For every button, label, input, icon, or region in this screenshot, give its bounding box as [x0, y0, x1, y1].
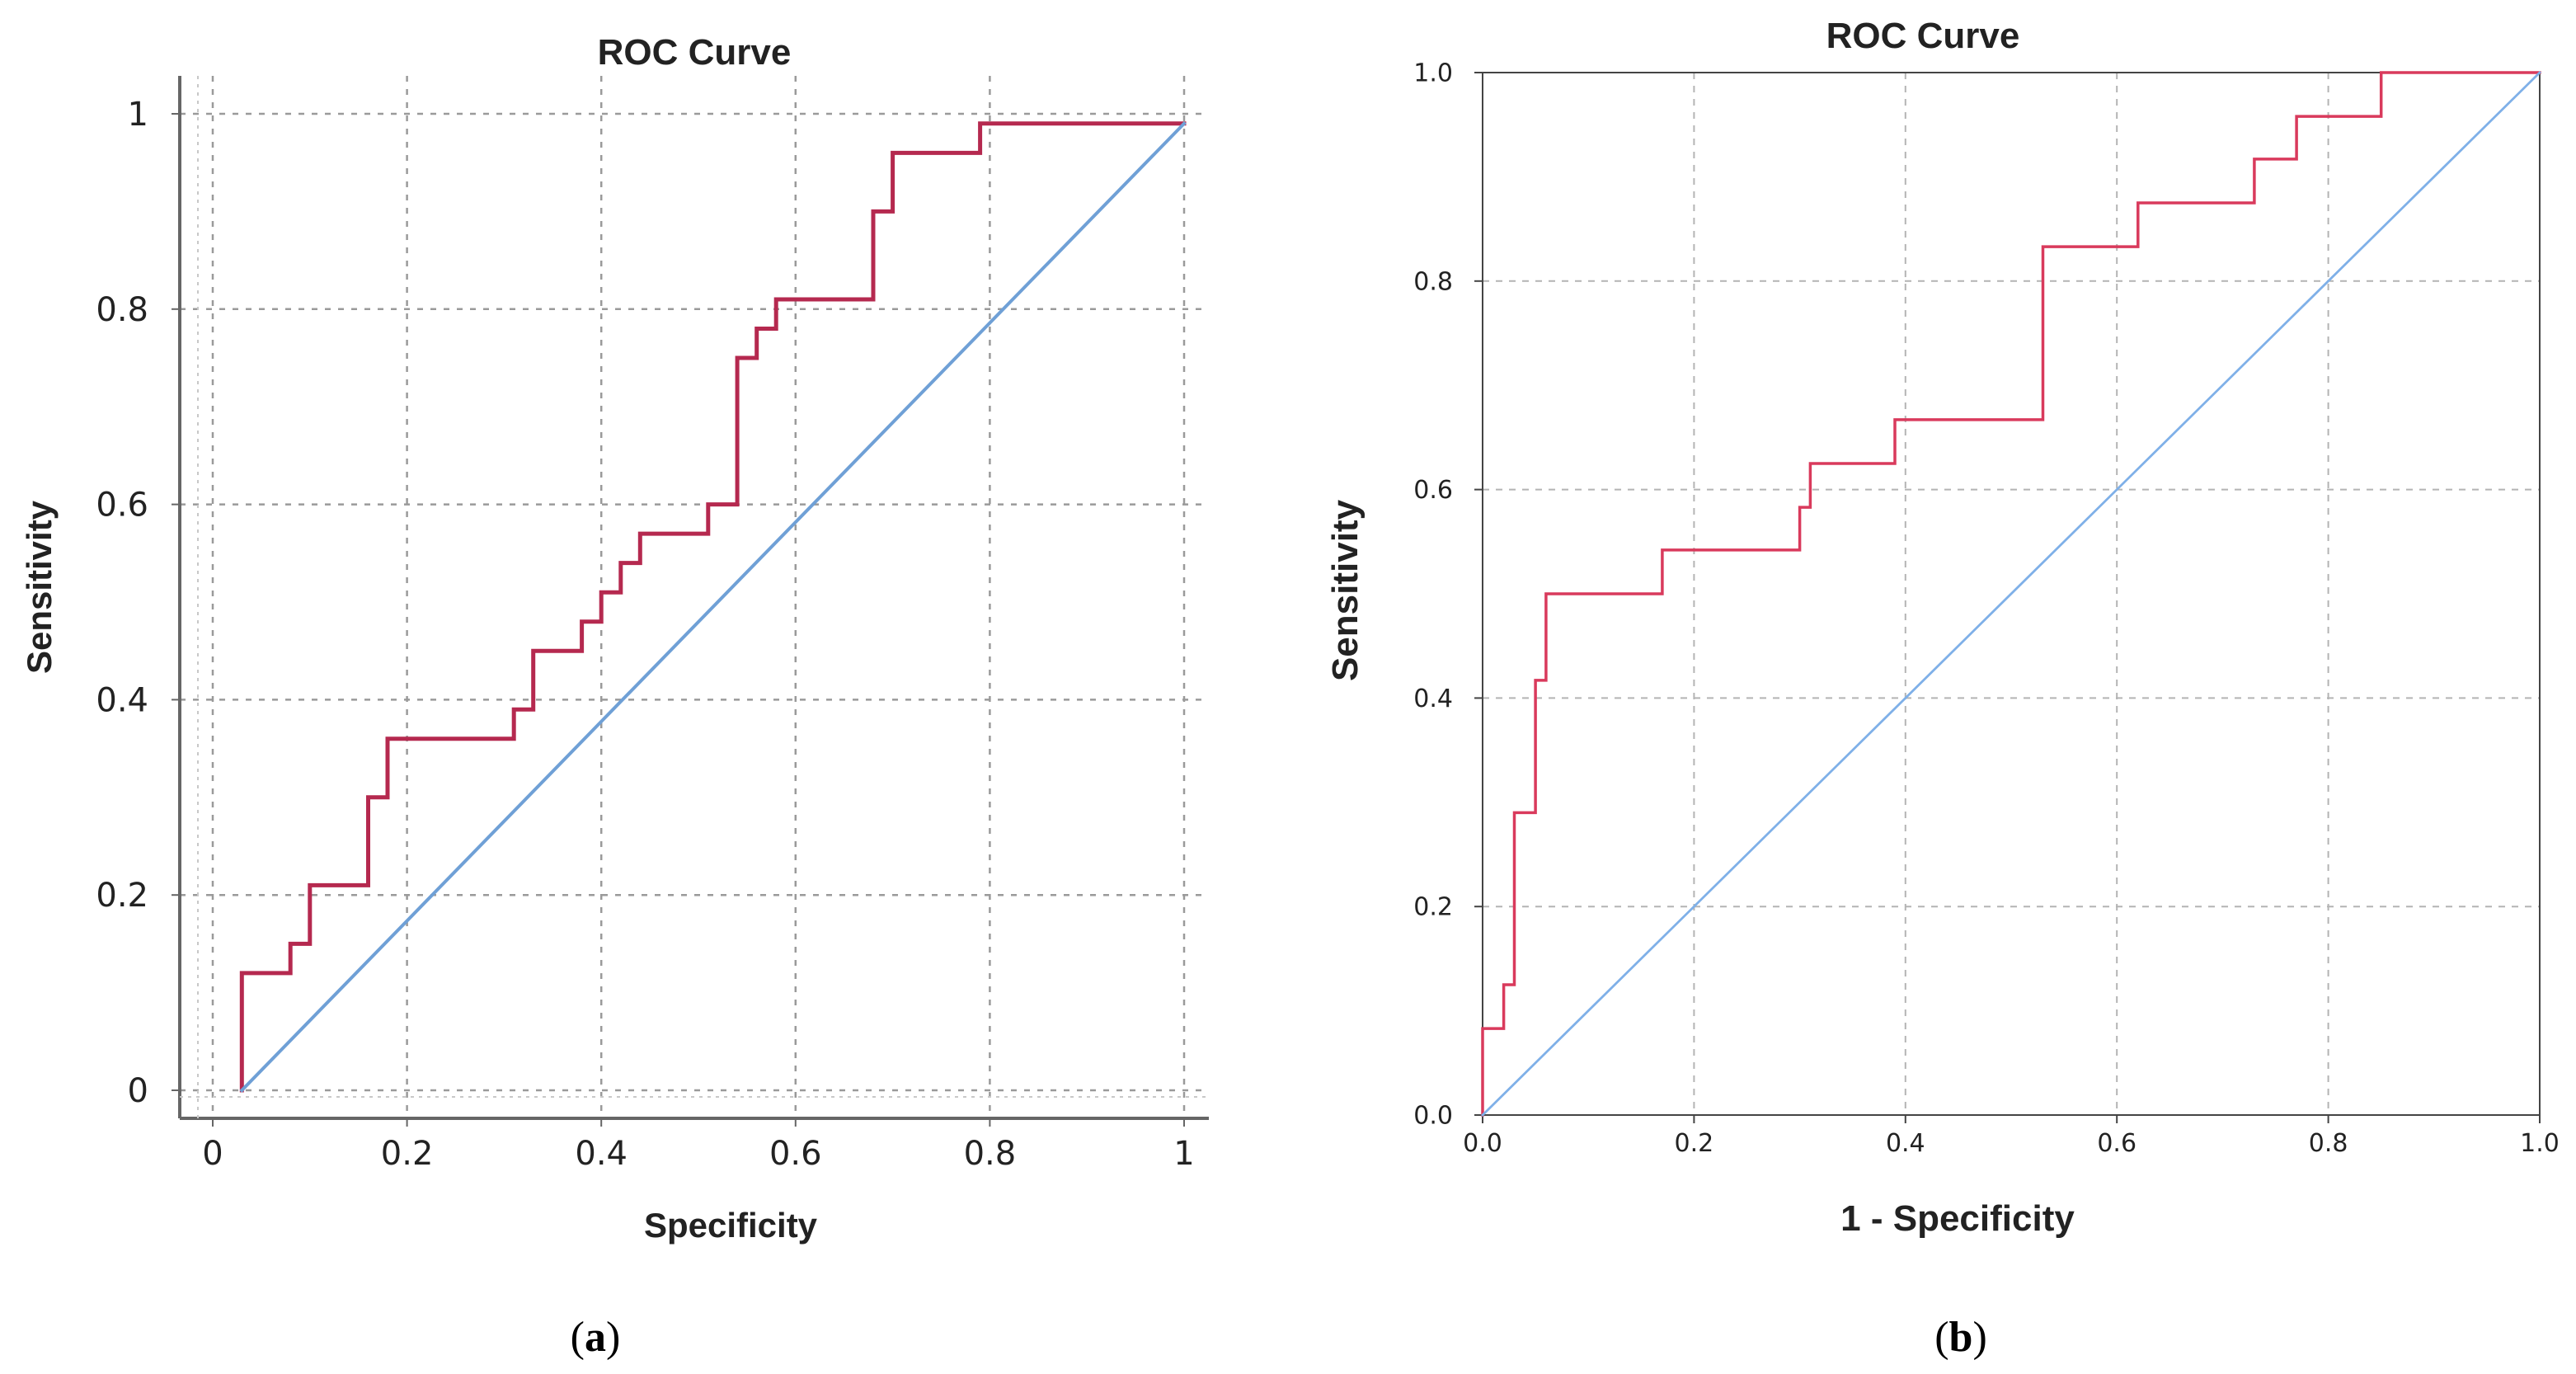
y-tick-label: 1 — [128, 96, 148, 134]
y-tick-label: 0.4 — [96, 681, 148, 719]
x-tick-label: 0 — [202, 1135, 223, 1173]
caption-close-paren: ) — [606, 1314, 620, 1361]
caption-close-paren: ) — [1972, 1314, 1986, 1361]
y-tick-label: 0.8 — [1413, 267, 1453, 296]
x-axis-label: 1 - Specificity — [1840, 1198, 2075, 1239]
y-tick-label: 1.0 — [1413, 59, 1453, 88]
caption-open-paren: ( — [1934, 1314, 1948, 1361]
chart-title: ROC Curve — [598, 32, 792, 73]
y-tick-label: 0.2 — [96, 877, 148, 915]
caption-panel-letter: a — [585, 1314, 606, 1361]
reference-line — [239, 120, 1187, 1093]
panel-caption: (a) — [571, 1314, 621, 1361]
x-tick-label: 1.0 — [2520, 1129, 2560, 1158]
y-tick-label: 0.6 — [1413, 476, 1453, 505]
x-tick-label: 0.8 — [964, 1135, 1017, 1173]
y-tick-label: 0 — [128, 1072, 148, 1110]
plot-frame — [1482, 72, 2541, 1116]
panel-caption: (b) — [1934, 1314, 1987, 1361]
reference-line — [1481, 71, 2541, 1117]
x-tick-label: 1 — [1173, 1135, 1194, 1173]
chart-panel-a: 0 0 0.2 0.2 0.4 0.4 0.6 0.6 0.8 0.8 1 1 ROC Curve Spe… — [20, 32, 1209, 1361]
y-tick-label: 0.2 — [1413, 893, 1453, 922]
x-tick-label: 0.2 — [381, 1135, 434, 1173]
y-tick-label: 0.0 — [1413, 1102, 1453, 1131]
caption-panel-letter: b — [1949, 1314, 1973, 1361]
x-tick-label: 0.6 — [769, 1135, 822, 1173]
roc-curve-line — [1481, 71, 2541, 1117]
chart-title: ROC Curve — [1826, 16, 2020, 56]
y-axis-label: Sensitivity — [1325, 499, 1366, 681]
caption-open-paren: ( — [571, 1314, 585, 1361]
x-tick-label: 0.6 — [2097, 1129, 2136, 1158]
x-tick-label: 0.4 — [1886, 1129, 1925, 1158]
roc-curve-line — [239, 121, 1187, 1093]
x-axis-label: Specificity — [644, 1206, 818, 1245]
y-tick-label: 0.4 — [1413, 685, 1453, 713]
chart-panel-b: 0.0 0.0 0.2 0.2 0.4 0.4 0.6 0.6 0.8 0.8 1.0 1.0 ROC … — [1325, 16, 2560, 1361]
y-tick-label: 0.8 — [96, 291, 148, 329]
x-tick-label: 0.0 — [1463, 1129, 1502, 1158]
x-tick-label: 0.2 — [1675, 1129, 1714, 1158]
x-tick-label: 0.8 — [2309, 1129, 2348, 1158]
y-axis-label: Sensitivity — [20, 500, 59, 674]
y-tick-label: 0.6 — [96, 487, 148, 525]
x-tick-label: 0.4 — [575, 1135, 628, 1173]
